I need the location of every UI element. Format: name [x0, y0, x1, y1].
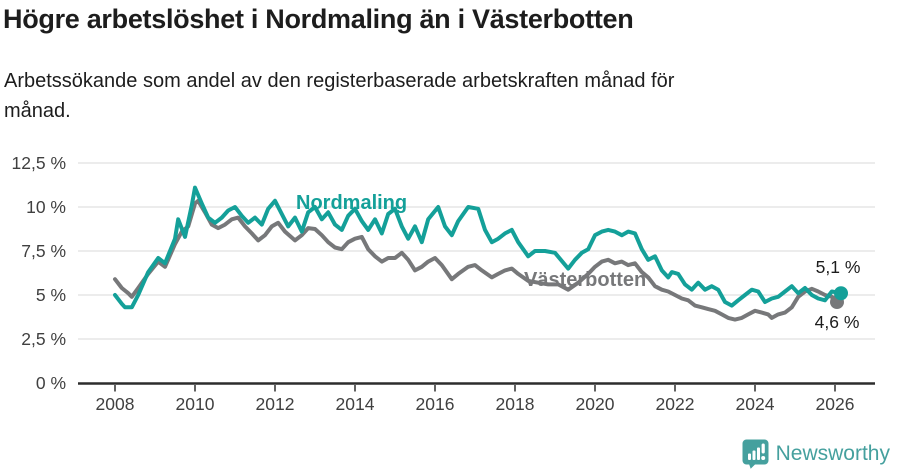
- newsworthy-bubble-barchart-icon: [742, 439, 769, 469]
- chart-subtitle: Arbetssökande som andel av den registerb…: [4, 66, 674, 126]
- y-tick-label: 12,5 %: [12, 153, 66, 173]
- series-end-value-label-nordmaling: 5,1 %: [816, 257, 861, 277]
- x-tick-label: 2024: [736, 394, 775, 414]
- series-line-västerbotten: [113, 198, 839, 322]
- chart-title: Högre arbetslöshet i Nordmaling än i Väs…: [3, 4, 634, 34]
- series-name-label-nordmaling: Nordmaling: [296, 192, 407, 214]
- x-tick-label: 2018: [496, 394, 535, 414]
- x-tick-label: 2016: [416, 394, 455, 414]
- x-tick-label: 2010: [176, 394, 215, 414]
- series-end-dot-nordmaling: [834, 286, 848, 301]
- x-tick-label: 2022: [656, 394, 695, 414]
- series-end-value-label-västerbotten: 4,6 %: [815, 312, 860, 332]
- chart-subtitle-line1: Arbetssökande som andel av den registerb…: [4, 70, 675, 92]
- x-tick-label: 2008: [96, 394, 135, 414]
- x-tick-label: 2026: [816, 394, 855, 414]
- x-tick-label: 2012: [256, 394, 295, 414]
- series-line-nordmaling: [113, 185, 843, 310]
- y-tick-label: 10 %: [26, 197, 66, 217]
- y-tick-label: 5 %: [36, 285, 66, 305]
- chart-subtitle-line2: månad.: [4, 100, 71, 122]
- series-name-label-västerbotten: Västerbotten: [524, 269, 646, 291]
- y-tick-label: 0 %: [36, 373, 66, 393]
- x-tick-label: 2020: [576, 394, 615, 414]
- x-tick-label: 2014: [336, 394, 375, 414]
- y-tick-label: 2,5 %: [21, 329, 66, 349]
- newsworthy-logo-text: Newsworthy: [775, 442, 890, 465]
- newsworthy-logo: Newsworthy: [742, 439, 890, 469]
- y-tick-label: 7,5 %: [21, 241, 66, 261]
